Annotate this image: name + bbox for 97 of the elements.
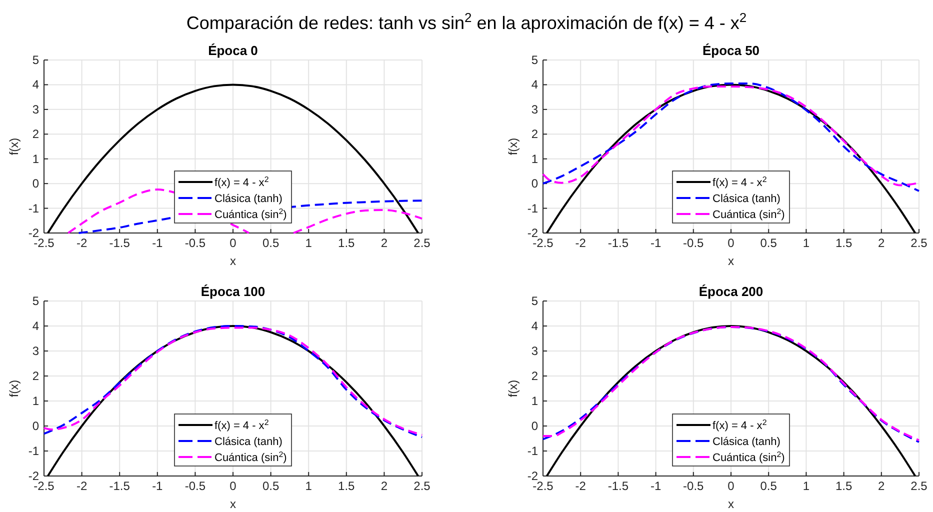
y-tick-label: -1 bbox=[28, 444, 40, 458]
legend-label: f(x) = 4 - x$^{2}$ bbox=[214, 418, 269, 432]
x-tick-label: 2 bbox=[380, 236, 388, 250]
x-tick-label: 2.5 bbox=[910, 236, 928, 250]
y-tick-label: 1 bbox=[32, 152, 40, 166]
x-tick-label: -1 bbox=[152, 236, 164, 250]
chart-title: Época 200 bbox=[698, 284, 764, 299]
y-axis-title: f(x) bbox=[506, 380, 520, 398]
x-tick-label: 0 bbox=[728, 236, 735, 250]
y-tick-label: 3 bbox=[32, 344, 40, 358]
x-tick-label: -1 bbox=[650, 236, 662, 250]
y-tick-label: 2 bbox=[32, 369, 40, 383]
line-series bbox=[546, 325, 916, 477]
x-tick-label: 0.5 bbox=[262, 236, 280, 250]
x-tick-label: -0.5 bbox=[184, 479, 206, 493]
legend-label: Cuántica (sin$^{2}$) bbox=[712, 450, 785, 464]
y-tick-label: -1 bbox=[527, 201, 538, 216]
x-axis-title: x bbox=[230, 254, 236, 268]
x-tick-label: 1 bbox=[802, 479, 810, 493]
y-tick-label: 5 bbox=[32, 294, 40, 308]
x-axis-title: x bbox=[230, 497, 236, 511]
y-axis-title: f(x) bbox=[506, 138, 520, 156]
x-tick-label: 1 bbox=[305, 479, 312, 493]
legend-label: f(x) = 4 - x$^{2}$ bbox=[214, 174, 269, 189]
y-tick-label: 3 bbox=[32, 102, 40, 116]
legend-label: Clásica (tanh) bbox=[214, 193, 282, 205]
x-tick-label: 0.5 bbox=[760, 479, 778, 493]
y-tick-label: 2 bbox=[32, 127, 40, 142]
y-tick-label: 2 bbox=[531, 369, 538, 383]
x-tick-label: 2 bbox=[380, 479, 388, 493]
y-tick-label: 5 bbox=[531, 294, 538, 308]
y-tick-label: 1 bbox=[531, 152, 538, 166]
y-tick-label: 0 bbox=[32, 176, 40, 191]
y-tick-label: 2 bbox=[531, 127, 538, 142]
x-tick-label: -1.5 bbox=[109, 236, 130, 250]
x-tick-label: -1.5 bbox=[109, 479, 130, 493]
x-tick-label: 0.5 bbox=[262, 479, 280, 493]
x-tick-label: 0 bbox=[728, 479, 735, 493]
x-tick-label: 0 bbox=[230, 479, 237, 493]
y-tick-label: -1 bbox=[527, 444, 538, 458]
y-tick-label: 0 bbox=[32, 419, 40, 433]
y-tick-label: -1 bbox=[28, 201, 40, 216]
x-tick-label: -1.5 bbox=[608, 479, 629, 493]
x-tick-label: -0.5 bbox=[683, 236, 704, 250]
line-series bbox=[46, 325, 420, 477]
x-tick-label: 2 bbox=[878, 236, 886, 250]
text: Comparación de redes: tanh vs sin$^{2}$ en la aproximación de f(x) = 4 - x$^{2}$ bbox=[186, 10, 747, 33]
x-tick-label: 0.5 bbox=[760, 236, 778, 250]
legend-label: f(x) = 4 - x$^{2}$ bbox=[712, 174, 767, 189]
x-tick-label: -1 bbox=[650, 479, 662, 493]
chart-title: Época 100 bbox=[200, 284, 266, 299]
x-tick-label: 1.5 bbox=[835, 236, 852, 250]
chart-title: Época 50 bbox=[702, 43, 760, 58]
x-tick-label: -1 bbox=[152, 479, 164, 493]
x-tick-label: 0 bbox=[230, 236, 237, 250]
y-tick-label: 4 bbox=[32, 78, 40, 92]
y-tick-label: 4 bbox=[531, 319, 538, 333]
x-tick-label: -2 bbox=[575, 236, 586, 250]
y-tick-label: 0 bbox=[531, 176, 538, 191]
x-tick-label: -0.5 bbox=[184, 236, 206, 250]
y-tick-label: 4 bbox=[32, 319, 40, 333]
y-tick-label: 1 bbox=[32, 394, 40, 408]
legend-label: Cuántica (sin$^{2}$) bbox=[214, 450, 287, 464]
y-tick-label: 1 bbox=[531, 394, 538, 408]
x-tick-label: 1.5 bbox=[338, 236, 356, 250]
line-series bbox=[46, 84, 420, 234]
x-tick-label: 1 bbox=[802, 236, 810, 250]
y-tick-label: 5 bbox=[32, 53, 40, 67]
legend-label: Clásica (tanh) bbox=[712, 436, 780, 448]
x-tick-label: -2 bbox=[76, 236, 88, 250]
x-axis-title: x bbox=[728, 254, 734, 268]
y-axis-title: f(x) bbox=[7, 380, 21, 398]
x-tick-label: 2.5 bbox=[414, 236, 431, 250]
legend-label: f(x) = 4 - x$^{2}$ bbox=[712, 418, 767, 432]
y-tick-label: 3 bbox=[531, 102, 538, 116]
line-series bbox=[546, 84, 916, 234]
legend-label: Clásica (tanh) bbox=[712, 193, 780, 205]
legend-label: Cuántica (sin$^{2}$) bbox=[712, 206, 785, 221]
x-tick-label: 1.5 bbox=[338, 479, 356, 493]
x-tick-label: 1 bbox=[305, 236, 312, 250]
x-tick-label: -0.5 bbox=[683, 479, 704, 493]
x-tick-label: 2.5 bbox=[414, 479, 431, 493]
x-tick-label: -2 bbox=[575, 479, 586, 493]
x-tick-label: 2.5 bbox=[910, 479, 928, 493]
y-tick-label: 0 bbox=[531, 419, 538, 433]
legend-label: Clásica (tanh) bbox=[214, 436, 282, 448]
chart-title: Época 0 bbox=[208, 43, 258, 58]
y-tick-label: 4 bbox=[531, 78, 538, 92]
x-axis-title: x bbox=[728, 497, 734, 511]
y-tick-label: 3 bbox=[531, 344, 538, 358]
y-tick-label: 5 bbox=[531, 53, 538, 67]
x-tick-label: 2 bbox=[878, 479, 886, 493]
x-tick-label: 1.5 bbox=[835, 479, 852, 493]
x-tick-label: -2 bbox=[76, 479, 88, 493]
x-tick-label: -1.5 bbox=[608, 236, 629, 250]
legend-label: Cuántica (sin$^{2}$) bbox=[214, 206, 287, 221]
y-axis-title: f(x) bbox=[7, 138, 21, 156]
